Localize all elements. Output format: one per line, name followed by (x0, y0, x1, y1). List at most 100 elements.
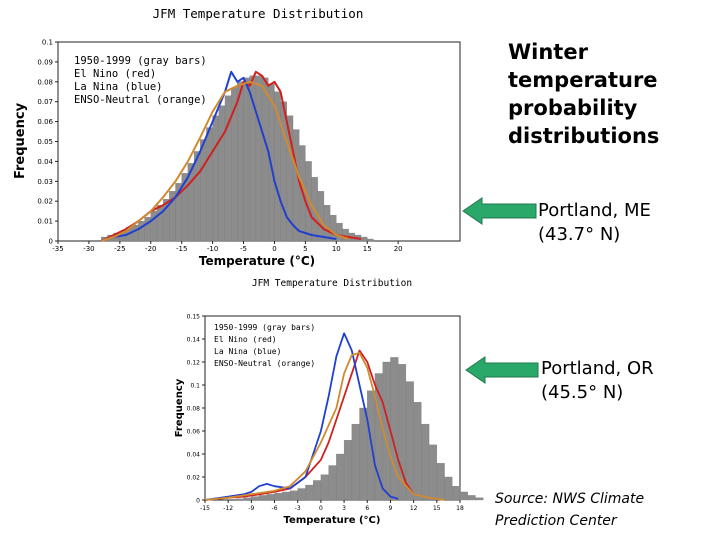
chart-1-histogram-bar (193, 151, 201, 242)
chart-2-histogram-bar (421, 423, 430, 501)
chart-1-ytick-label: 0 (49, 238, 53, 246)
chart-2-histogram-bar (459, 491, 468, 501)
chart-1-ytick-label: 0.01 (37, 218, 53, 226)
side-title-line: distributions (508, 124, 660, 148)
chart-2-histogram-bar (336, 453, 345, 501)
chart-2-ytick-label: 0.12 (187, 360, 201, 367)
chart-2-histogram-bar (305, 484, 314, 501)
chart-1-histogram-bar (243, 77, 250, 242)
chart-1-histogram-bar (280, 101, 287, 242)
chart-2-histogram-bar (274, 492, 283, 501)
source-line: Prediction Center (495, 513, 617, 529)
chart-1-ytick-label: 0.07 (37, 98, 53, 106)
chart-2: JFM Temperature Distribution 0 0.02 0.04 0.… (174, 278, 484, 526)
chart-2-xtick-label: 18 (456, 505, 464, 512)
chart-1-ytick-label: 0.04 (37, 158, 53, 166)
location-name: Portland, ME (538, 200, 651, 221)
chart-2-line-la-nina (204, 332, 399, 501)
chart-2-xtick-label: -15 (200, 505, 210, 512)
side-title-line: probability (508, 96, 638, 120)
chart-1-histogram-bar (200, 139, 207, 242)
chart-1-ytick-label: 0.1 (42, 39, 53, 47)
chart-1-histogram-bar (255, 75, 263, 242)
chart-1-histogram-bar (336, 222, 343, 242)
chart-2-xtick-label: 15 (433, 505, 441, 512)
chart-2-xtick-label: -9 (248, 505, 254, 512)
chart-2-ytick-label: 0 (196, 498, 200, 505)
chart-1-histogram-bar (292, 129, 300, 242)
chart-1-xtick-label: -5 (240, 245, 247, 253)
chart-1-ytick-label: 0.08 (37, 78, 53, 86)
side-title-line: temperature (508, 68, 658, 92)
chart-1-line-enso-neutral (100, 80, 350, 242)
chart-2-ytick-label: 0.06 (187, 429, 201, 436)
chart-1-xtick-label: 5 (303, 245, 307, 253)
location-name: Portland, OR (541, 358, 654, 379)
chart-2-ytick-label: 0.04 (187, 452, 201, 459)
chart-1-histogram-bar (218, 105, 226, 242)
chart-2-histogram-bar (289, 490, 298, 501)
chart-1-xlabel: Temperature (°C) (199, 254, 315, 268)
chart-2-lines (204, 332, 445, 501)
side-title: Winter temperature probability distribut… (508, 38, 708, 150)
chart-2-ytick-label: 0.14 (187, 337, 201, 344)
chart-2-legend-item: La Nina (blue) (214, 347, 281, 356)
chart-1-xtick-label: -15 (176, 245, 187, 253)
side-title-line: Winter (508, 40, 588, 64)
chart-1-xtick-label: 10 (332, 245, 341, 253)
chart-1-legend-item: La Nina (blue) (74, 81, 163, 93)
chart-2-histogram-bar (243, 497, 252, 501)
chart-2-histogram-bar (467, 495, 476, 501)
chart-2-histogram-bar (413, 402, 422, 501)
chart-1-legend-item: 1950-1999 (gray bars) (74, 55, 207, 67)
chart-1-histogram-bar (156, 205, 164, 242)
chart-2-ytick-label: 0.02 (187, 475, 201, 482)
chart-1-xtick-label: 0 (272, 245, 276, 253)
chart-2-xtick-label: -12 (223, 505, 233, 512)
chart-2-histogram-bar (235, 498, 244, 501)
chart-2-legend-item: 1950-1999 (gray bars) (214, 323, 315, 332)
chart-1-xtick-label: -10 (207, 245, 218, 253)
location-latitude: (43.7° N) (538, 224, 621, 245)
chart-2-histogram-bar (282, 491, 291, 501)
chart-1-ylabel: Frequency (13, 102, 28, 179)
chart-2-histogram-bar (328, 465, 337, 501)
chart-1-histogram-bar (206, 127, 213, 242)
chart-2-legend: 1950-1999 (gray bars) El Nino (red) La N… (214, 323, 315, 368)
chart-2-line-el-nino (204, 349, 415, 501)
chart-2-histogram-bar (390, 357, 399, 501)
chart-2-bars (235, 357, 484, 501)
chart-1-line-la-nina (100, 70, 337, 242)
chart-2-histogram-bar (359, 407, 368, 501)
chart-2-histogram-bar (428, 444, 437, 501)
chart-1-ytick-label: 0.03 (37, 178, 53, 186)
chart-2-histogram-bar (343, 440, 352, 501)
chart-2-xtick-label: 9 (389, 505, 393, 512)
chart-1-histogram-bar (132, 224, 139, 242)
chart-1-title: JFM Temperature Distribution (153, 6, 364, 21)
chart-1-legend: 1950-1999 (gray bars) El Nino (red) La N… (74, 55, 207, 106)
chart-1-ytick-label: 0.02 (37, 198, 53, 206)
chart-2-ytick-label: 0.15 (187, 314, 201, 321)
chart-1-histogram-bar (261, 77, 269, 242)
chart-1-histogram-bar (212, 115, 219, 242)
chart-1-xticks: -35 -30 -25 -20 -15 -10 -5 0 5 10 15 20 (52, 241, 403, 253)
chart-1-xtick-label: -20 (145, 245, 156, 253)
chart-2-histogram-bar (266, 494, 275, 501)
chart-1-histogram-bar (237, 81, 244, 242)
chart-1-ytick-label: 0.06 (37, 118, 53, 126)
chart-1-ytick-label: 0.09 (37, 58, 53, 66)
chart-2-histogram-bar (452, 486, 461, 501)
chart-1-histogram-bar (323, 205, 331, 242)
chart-1-xtick-label: -25 (114, 245, 125, 253)
chart-2-xtick-label: 6 (365, 505, 369, 512)
chart-1-yticks: 0 0.01 0.02 0.03 0.04 0.05 0.06 0.07 0.08 0.09 0.1 (37, 39, 58, 246)
chart-2-yticks: 0 0.02 0.04 0.06 0.08 0.1 0.12 0.14 0.15 (187, 314, 205, 505)
location-latitude: (45.5° N) (541, 382, 624, 403)
chart-2-xticks: -15 -12 -9 -6 -3 0 3 6 9 12 15 18 (200, 500, 464, 512)
chart-2-line-enso-neutral (204, 351, 445, 501)
chart-2-histogram-bar (320, 474, 329, 501)
chart-2-ytick-label: 0.08 (187, 406, 201, 413)
chart-2-histogram-bar (405, 381, 414, 501)
